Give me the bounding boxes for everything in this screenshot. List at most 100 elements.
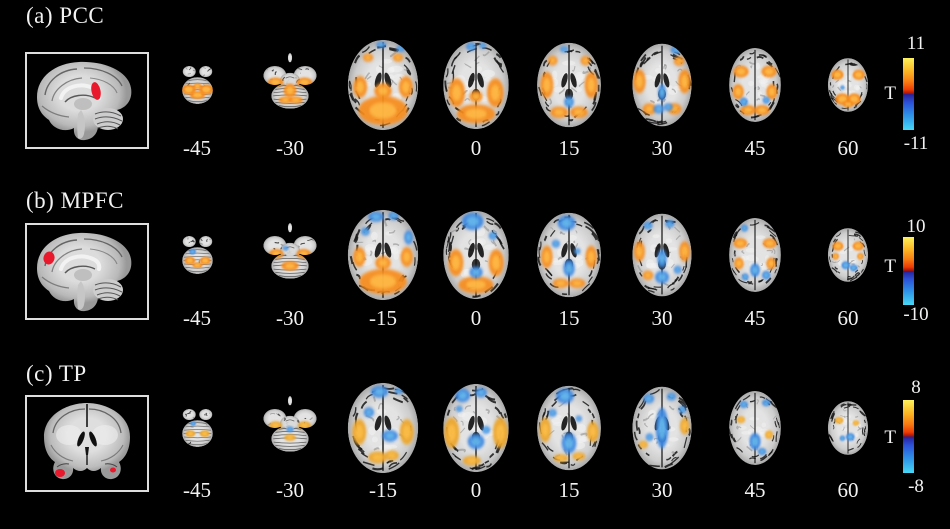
seed-region-image-tp [25,395,149,492]
axial-slice-svg [181,408,213,448]
seed-region-image-pcc [25,52,149,149]
sagittal-brain-svg [37,232,132,312]
axial-slice [720,386,790,470]
seed-region-image-mpfc [25,223,149,320]
axial-slice [254,221,326,289]
axial-slice-svg [537,42,601,128]
axial-slice [339,379,427,477]
colorbar-stat-label: T [884,256,896,277]
axial-slice-svg [632,43,692,127]
slice-coordinate-label: 45 [744,136,766,160]
axial-slice-svg [632,386,692,470]
slice-coordinate-label: 0 [470,478,482,502]
axial-slice-svg [443,210,509,300]
axial-slice [820,223,876,287]
slice-coordinate-label: -45 [183,136,211,160]
colorbar-min-label: -8 [908,476,924,497]
axial-slice-svg [263,53,317,109]
slice-coordinate-label: -15 [369,306,397,330]
axial-slice [434,380,518,476]
panel-b: (b) MPFC -45 -30 -15 0 15 30 45 60 10 T -10 [0,173,950,348]
colorbar-min-label: -11 [903,133,929,154]
axial-slice [339,36,427,134]
axial-slice-svg [729,391,781,465]
colorbar [903,237,914,305]
seed-marker [55,469,65,477]
colorbar-stat-label: T [884,427,896,448]
colorbar-min-label: -10 [903,304,929,325]
axial-slice [528,381,610,475]
seed-marker [110,467,116,473]
slice-coordinate-label: 15 [558,478,580,502]
axial-slice-svg [537,212,601,298]
axial-slice-svg [347,209,419,301]
slice-coordinate-label: 0 [470,136,482,160]
seed-marker [43,251,55,265]
slice-coordinate-label: 60 [837,136,859,160]
axial-slice-svg [181,65,213,105]
slice-coordinate-label: 30 [651,306,673,330]
sagittal-brain-svg [37,61,132,141]
coronal-brain-svg [44,403,130,480]
panel-a: (a) PCC -45 -30 -15 0 15 30 45 60 11 T -11 [0,0,950,173]
axial-slice [720,43,790,127]
colorbar-stat-label: T [884,83,896,104]
seed-marker [91,82,101,100]
axial-slice [434,37,518,133]
axial-slice [528,38,610,132]
axial-slice [623,209,701,301]
axial-slice [254,51,326,119]
colorbar-max-label: 11 [906,33,926,54]
axial-slice [434,207,518,303]
axial-slice-svg [827,58,869,112]
colorbar [903,58,914,130]
axial-slice-svg [263,223,317,279]
axial-slice [820,396,876,460]
axial-slice-svg [347,382,419,474]
slice-coordinate-label: -15 [369,136,397,160]
axial-slice [820,53,876,117]
slice-coordinate-label: 30 [651,136,673,160]
colorbar [903,400,914,473]
axial-slice [528,208,610,302]
axial-slice-svg [729,48,781,122]
slice-coordinate-label: -30 [276,136,304,160]
slice-coordinate-label: -45 [183,478,211,502]
axial-slice-svg [443,383,509,473]
slice-coordinate-label: 60 [837,306,859,330]
slice-coordinate-label: -45 [183,306,211,330]
colorbar-max-label: 8 [911,377,921,398]
slice-coordinate-label: 45 [744,306,766,330]
axial-slice-svg [181,235,213,275]
axial-slice [720,213,790,297]
slice-coordinate-label: 15 [558,136,580,160]
slice-coordinate-label: 45 [744,478,766,502]
axial-slice [623,39,701,131]
axial-slice [254,394,326,462]
panel-label-c: (c) TP [26,361,87,386]
panel-label-a: (a) PCC [26,3,105,28]
axial-slice-svg [347,39,419,131]
panel-c: (c) TP -45 -30 -15 0 15 30 45 60 8 T -8 [0,348,950,529]
axial-slice-svg [827,228,869,282]
colorbar-max-label: 10 [906,216,926,237]
axial-slice-svg [827,401,869,455]
axial-slice [623,382,701,474]
axial-slice-svg [632,213,692,297]
axial-slice [170,400,225,456]
axial-slice-svg [537,385,601,471]
slice-coordinate-label: 60 [837,478,859,502]
axial-slice-svg [729,218,781,292]
axial-slice [170,227,225,283]
axial-slice [170,57,225,113]
slice-coordinate-label: -30 [276,306,304,330]
panel-label-b: (b) MPFC [26,188,124,213]
axial-slice-svg [263,396,317,452]
slice-coordinate-label: -30 [276,478,304,502]
slice-coordinate-label: 0 [470,306,482,330]
axial-slice-svg [443,40,509,130]
slice-coordinate-label: 15 [558,306,580,330]
slice-coordinate-label: -15 [369,478,397,502]
slice-coordinate-label: 30 [651,478,673,502]
